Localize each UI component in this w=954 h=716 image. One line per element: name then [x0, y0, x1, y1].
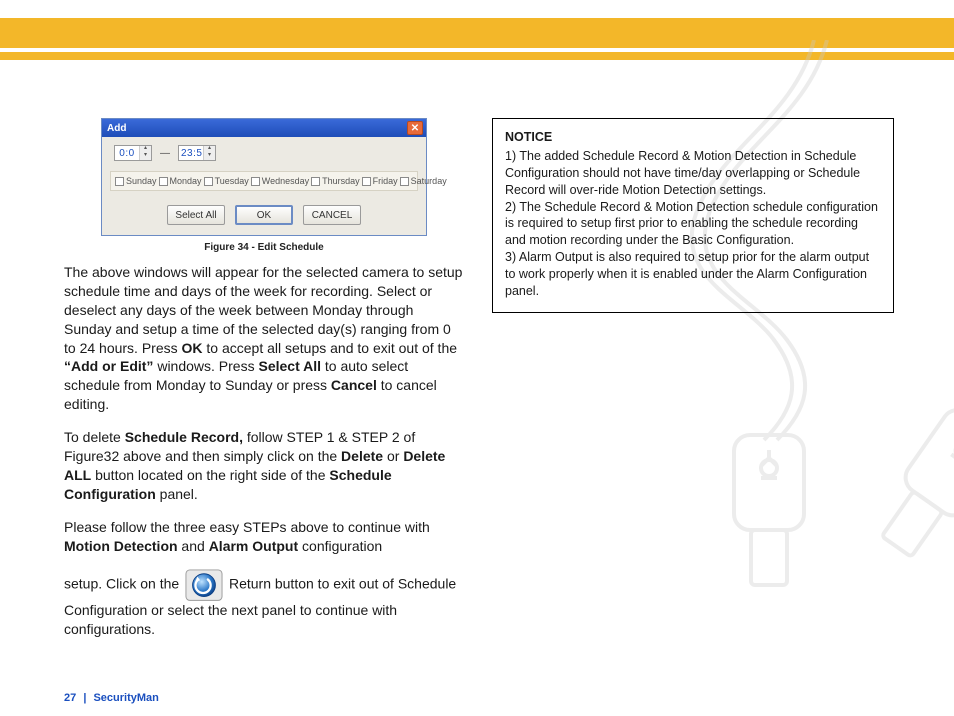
- figure-caption: Figure 34 - Edit Schedule: [64, 242, 464, 253]
- time-to-spinner[interactable]: 23:59 ▴▾: [178, 145, 216, 161]
- paragraph-2: To delete Schedule Record, follow STEP 1…: [64, 428, 464, 504]
- chevron-down-icon[interactable]: ▾: [140, 153, 151, 160]
- time-range-separator: —: [160, 148, 170, 159]
- day-checkbox-wednesday[interactable]: Wednesday: [251, 176, 309, 186]
- day-checkbox-monday[interactable]: Monday: [159, 176, 202, 186]
- ok-button[interactable]: OK: [235, 205, 293, 225]
- paragraph-4: setup. Click on the: [64, 569, 464, 639]
- notice-item-3: 3) Alarm Output is also required to setu…: [505, 249, 881, 300]
- body-text: The above windows will appear for the se…: [64, 263, 464, 639]
- window-title: Add: [105, 123, 407, 134]
- page-number: 27: [64, 692, 76, 704]
- day-checkbox-saturday[interactable]: Saturday: [400, 176, 447, 186]
- paragraph-3: Please follow the three easy STEPs above…: [64, 518, 464, 556]
- notice-heading: NOTICE: [505, 129, 881, 146]
- cancel-button[interactable]: CANCEL: [303, 205, 361, 225]
- return-button-icon[interactable]: [185, 569, 223, 601]
- page: Add ✕ 0:0 ▴▾ — 23:59 ▴▾: [0, 0, 954, 716]
- window-titlebar: Add ✕: [102, 119, 426, 137]
- time-from-value: 0:0: [115, 148, 139, 159]
- notice-box: NOTICE 1) The added Schedule Record & Mo…: [492, 118, 894, 313]
- day-checkbox-friday[interactable]: Friday: [362, 176, 398, 186]
- select-all-button[interactable]: Select All: [167, 205, 225, 225]
- day-checkbox-sunday[interactable]: Sunday: [115, 176, 157, 186]
- page-header-band: [0, 0, 954, 60]
- days-row: Sunday Monday Tuesday Wednesday Thursday…: [110, 171, 418, 191]
- time-range-row: 0:0 ▴▾ — 23:59 ▴▾: [110, 145, 418, 161]
- edit-schedule-window: Add ✕ 0:0 ▴▾ — 23:59 ▴▾: [101, 118, 427, 236]
- notice-item-2: 2) The Schedule Record & Motion Detectio…: [505, 199, 881, 250]
- footer-brand: SecurityMan: [93, 692, 158, 704]
- paragraph-1: The above windows will appear for the se…: [64, 263, 464, 414]
- time-to-value: 23:59: [179, 148, 203, 159]
- day-checkbox-tuesday[interactable]: Tuesday: [204, 176, 249, 186]
- chevron-down-icon[interactable]: ▾: [204, 153, 215, 160]
- time-from-spinner[interactable]: 0:0 ▴▾: [114, 145, 152, 161]
- page-footer: 27 | SecurityMan: [64, 692, 159, 704]
- notice-item-1: 1) The added Schedule Record & Motion De…: [505, 148, 881, 199]
- close-icon[interactable]: ✕: [407, 121, 423, 135]
- day-checkbox-thursday[interactable]: Thursday: [311, 176, 360, 186]
- footer-separator: |: [83, 692, 86, 704]
- left-column: Add ✕ 0:0 ▴▾ — 23:59 ▴▾: [64, 118, 464, 653]
- right-column: NOTICE 1) The added Schedule Record & Mo…: [492, 118, 894, 653]
